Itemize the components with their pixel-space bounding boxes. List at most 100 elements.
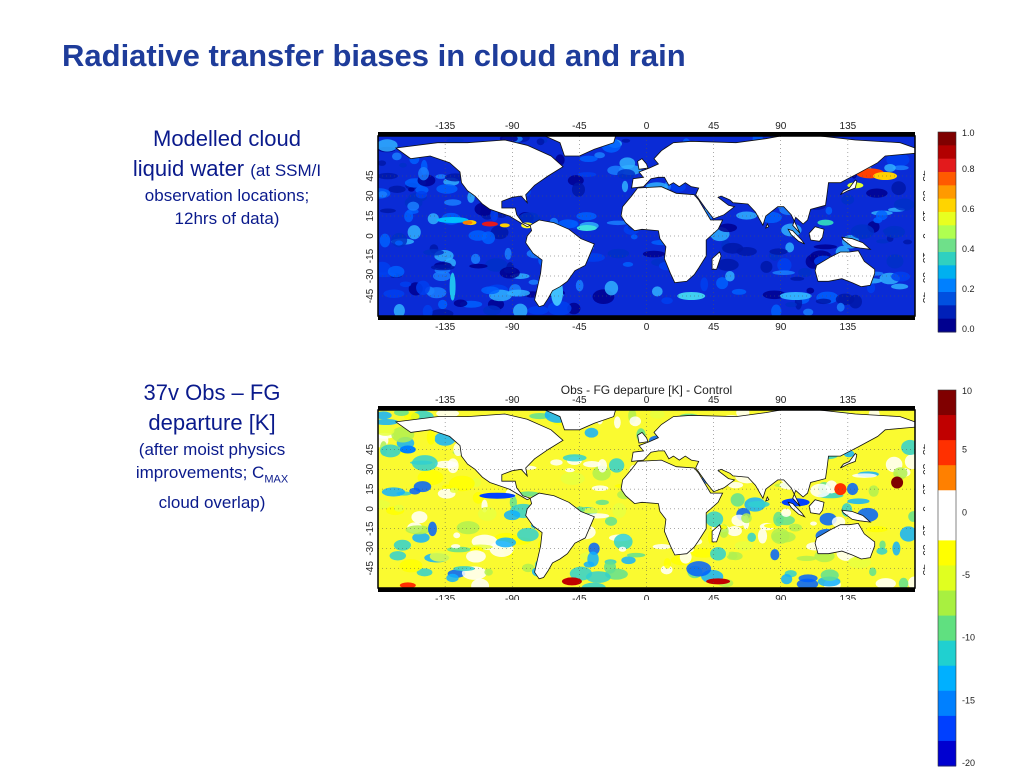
field-patch	[835, 293, 855, 306]
field-patch	[891, 271, 911, 282]
field-patch	[403, 412, 420, 421]
lat-tick-label-right: 0	[920, 233, 925, 239]
colorbar-frame	[937, 131, 957, 333]
lon-tick-label-bottom: 135	[840, 594, 857, 600]
field-patch	[584, 427, 599, 438]
field-patch	[886, 152, 910, 168]
colorbar-swatch	[938, 185, 956, 200]
field-patch	[630, 234, 638, 240]
field-patch	[432, 271, 451, 282]
land-australia	[814, 522, 876, 560]
cloud-liquid-water-caption: Modelled cloud liquid water (at SSM/I ob…	[98, 124, 356, 230]
field-feature	[449, 272, 456, 301]
field-feature	[576, 225, 597, 231]
land-sumatra	[787, 228, 805, 245]
land-africa	[620, 186, 724, 284]
lat-tick-label-left: 0	[365, 506, 376, 512]
colorbar-swatch	[938, 278, 956, 293]
field-patch	[883, 225, 906, 238]
field-patch	[810, 521, 817, 526]
field-patch	[886, 254, 904, 269]
obs-fg-departure-colorbar: 10 5 0 -5 -10 -15 -20	[937, 386, 975, 768]
lat-tick-label-left: 15	[365, 210, 376, 222]
field-patch	[405, 525, 431, 535]
field-patch	[583, 460, 601, 468]
field-patch	[412, 532, 430, 543]
caption-subscript: MAX	[264, 473, 289, 486]
field-patch	[621, 138, 631, 143]
field-patch	[416, 568, 433, 577]
caption-line: (after moist physics	[138, 440, 286, 459]
field-patch	[841, 194, 855, 205]
field-patch	[450, 544, 461, 549]
land-madagascar	[711, 524, 722, 543]
cloud-liquid-water-map: -135 -135 -90 -90 -45 -45 0 0 45 45 90 90 135 135 45 45…	[365, 121, 925, 333]
field-patch	[619, 157, 636, 170]
land-borneo	[808, 226, 825, 242]
field-patch	[430, 264, 455, 271]
field-patch	[394, 410, 409, 417]
colorbar-tick-label: 0.8	[962, 164, 975, 174]
land-japan	[840, 179, 858, 196]
field-patch	[621, 556, 636, 565]
field-patch	[770, 549, 780, 561]
field-feature	[891, 476, 904, 489]
field-patch	[438, 299, 448, 310]
field-patch	[378, 191, 388, 198]
field-patch	[726, 551, 738, 560]
field-patch	[435, 174, 447, 179]
colorbar-swatch	[938, 318, 956, 333]
colorbar-tick-label: 5	[962, 445, 967, 455]
lon-tick-label-bottom: 90	[775, 594, 787, 600]
field-patch	[891, 181, 906, 196]
colorbar-swatch	[938, 252, 956, 266]
lon-tick-label-top: 135	[840, 121, 857, 132]
field-patch	[773, 511, 784, 527]
field-patch	[436, 410, 459, 418]
colorbar-swatch	[938, 390, 956, 416]
caption-text: liquid water	[132, 156, 245, 181]
field-patch	[604, 516, 618, 526]
field-patch	[409, 487, 421, 495]
land-india-sri	[765, 496, 770, 502]
field-patch	[490, 225, 509, 240]
field-patch	[876, 239, 890, 244]
field-patch	[422, 304, 433, 316]
field-patch	[825, 206, 833, 215]
field-patch	[481, 231, 496, 245]
lon-tick-label-top: -135	[435, 121, 455, 132]
lat-tick-label-right: 45	[920, 444, 925, 456]
field-patch	[392, 152, 402, 161]
field-feature	[817, 219, 834, 226]
field-patch	[446, 573, 459, 583]
colorbar-tick-label: 10	[962, 386, 972, 396]
obs-fg-departure-caption: 37v Obs – FG departure [K] (after moist …	[98, 378, 326, 514]
field-patch	[481, 286, 500, 295]
lon-tick-label-top: 135	[840, 395, 857, 406]
field-patch	[571, 182, 585, 197]
field-patch	[722, 242, 744, 254]
colorbar-swatch	[938, 440, 956, 466]
field-patch	[579, 155, 598, 163]
field-patch	[565, 468, 575, 473]
field-patch	[478, 506, 497, 521]
field-patch	[847, 498, 870, 505]
land-africa	[620, 459, 724, 556]
colorbar-swatch	[938, 715, 956, 742]
lon-tick-label-top: -45	[572, 121, 587, 132]
colorbar-swatch	[938, 665, 956, 692]
colorbar-swatch	[938, 565, 956, 592]
field-patch	[381, 487, 406, 497]
field-patch	[788, 523, 802, 532]
land-sumatra	[787, 501, 806, 518]
colorbar-swatch	[938, 145, 956, 160]
field-patch	[447, 458, 459, 474]
lat-tick-label-right: 0	[920, 506, 925, 512]
colorbar-swatch	[938, 615, 956, 642]
field-patch	[606, 220, 629, 226]
field-patch	[379, 233, 391, 248]
field-patch	[379, 208, 396, 214]
field-patch	[587, 551, 599, 567]
lat-tick-label-right: 15	[920, 484, 925, 496]
field-patch	[453, 299, 468, 307]
